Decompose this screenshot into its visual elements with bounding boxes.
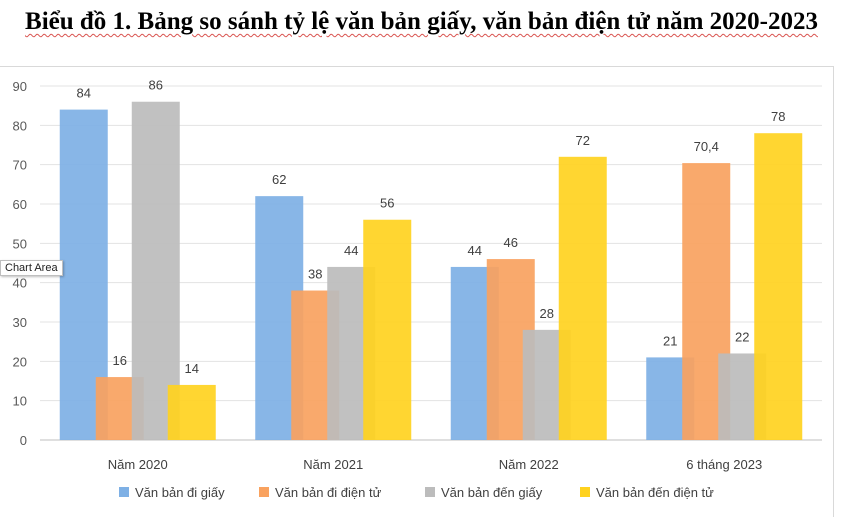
bar-chart: 0 10 20 30 40 50 60 70 80 90 84 16 86 14 62 38 44 56 44 46…	[13, 78, 822, 500]
legend-label: Văn bản đi điện tử	[275, 485, 382, 500]
data-label: 44	[468, 243, 482, 258]
data-label: 46	[504, 235, 518, 250]
y-tick-label: 70	[13, 158, 27, 173]
data-label: 56	[380, 196, 394, 211]
data-label: 62	[272, 172, 286, 187]
data-label: 86	[149, 78, 163, 93]
x-axis: Năm 2020 Năm 2021 Năm 2022 6 tháng 2023	[108, 457, 762, 472]
data-label: 44	[344, 243, 358, 258]
data-label: 70,4	[694, 139, 719, 154]
y-axis: 0 10 20 30 40 50 60 70 80 90	[13, 79, 27, 448]
bar	[167, 384, 216, 440]
y-tick-label: 50	[13, 236, 27, 251]
y-tick-label: 30	[13, 315, 27, 330]
legend-label: Văn bản đến điện tử	[596, 485, 714, 500]
bar	[754, 133, 803, 440]
data-label: 21	[663, 333, 677, 348]
y-tick-label: 0	[20, 433, 27, 448]
x-tick-label: 6 tháng 2023	[686, 457, 762, 472]
chart-area[interactable]	[0, 66, 834, 517]
data-label: 78	[771, 109, 785, 124]
data-label: 28	[540, 306, 554, 321]
data-label: 84	[77, 86, 91, 101]
y-tick-label: 90	[13, 79, 27, 94]
y-tick-label: 10	[13, 394, 27, 409]
bars	[59, 101, 803, 441]
data-label: 16	[113, 353, 127, 368]
data-labels: 84 16 86 14 62 38 44 56 44 46 28 72 21 70,4 22 78	[77, 78, 786, 376]
legend-swatch	[425, 487, 435, 497]
legend-swatch	[259, 487, 269, 497]
chart-area-tooltip: Chart Area	[0, 260, 63, 276]
y-tick-label: 40	[13, 276, 27, 291]
data-label: 22	[735, 329, 749, 344]
y-tick-label: 20	[13, 354, 27, 369]
data-label: 38	[308, 267, 322, 282]
legend-label: Văn bản đi giấy	[135, 485, 225, 500]
data-label: 72	[576, 133, 590, 148]
legend-swatch	[580, 487, 590, 497]
y-tick-label: 80	[13, 118, 27, 133]
bar	[558, 156, 607, 441]
y-tick-label: 60	[13, 197, 27, 212]
x-tick-label: Năm 2022	[499, 457, 559, 472]
legend: Văn bản đi giấy Văn bản đi điện tử Văn bản…	[119, 485, 714, 500]
x-tick-label: Năm 2021	[303, 457, 363, 472]
bar	[131, 101, 180, 440]
x-tick-label: Năm 2020	[108, 457, 168, 472]
legend-swatch	[119, 487, 129, 497]
chart-title: Biểu đồ 1. Bảng so sánh tỷ lệ văn bản gi…	[25, 8, 818, 35]
legend-label: Văn bản đến giấy	[441, 485, 543, 500]
bar	[363, 219, 412, 440]
data-label: 14	[185, 361, 199, 376]
